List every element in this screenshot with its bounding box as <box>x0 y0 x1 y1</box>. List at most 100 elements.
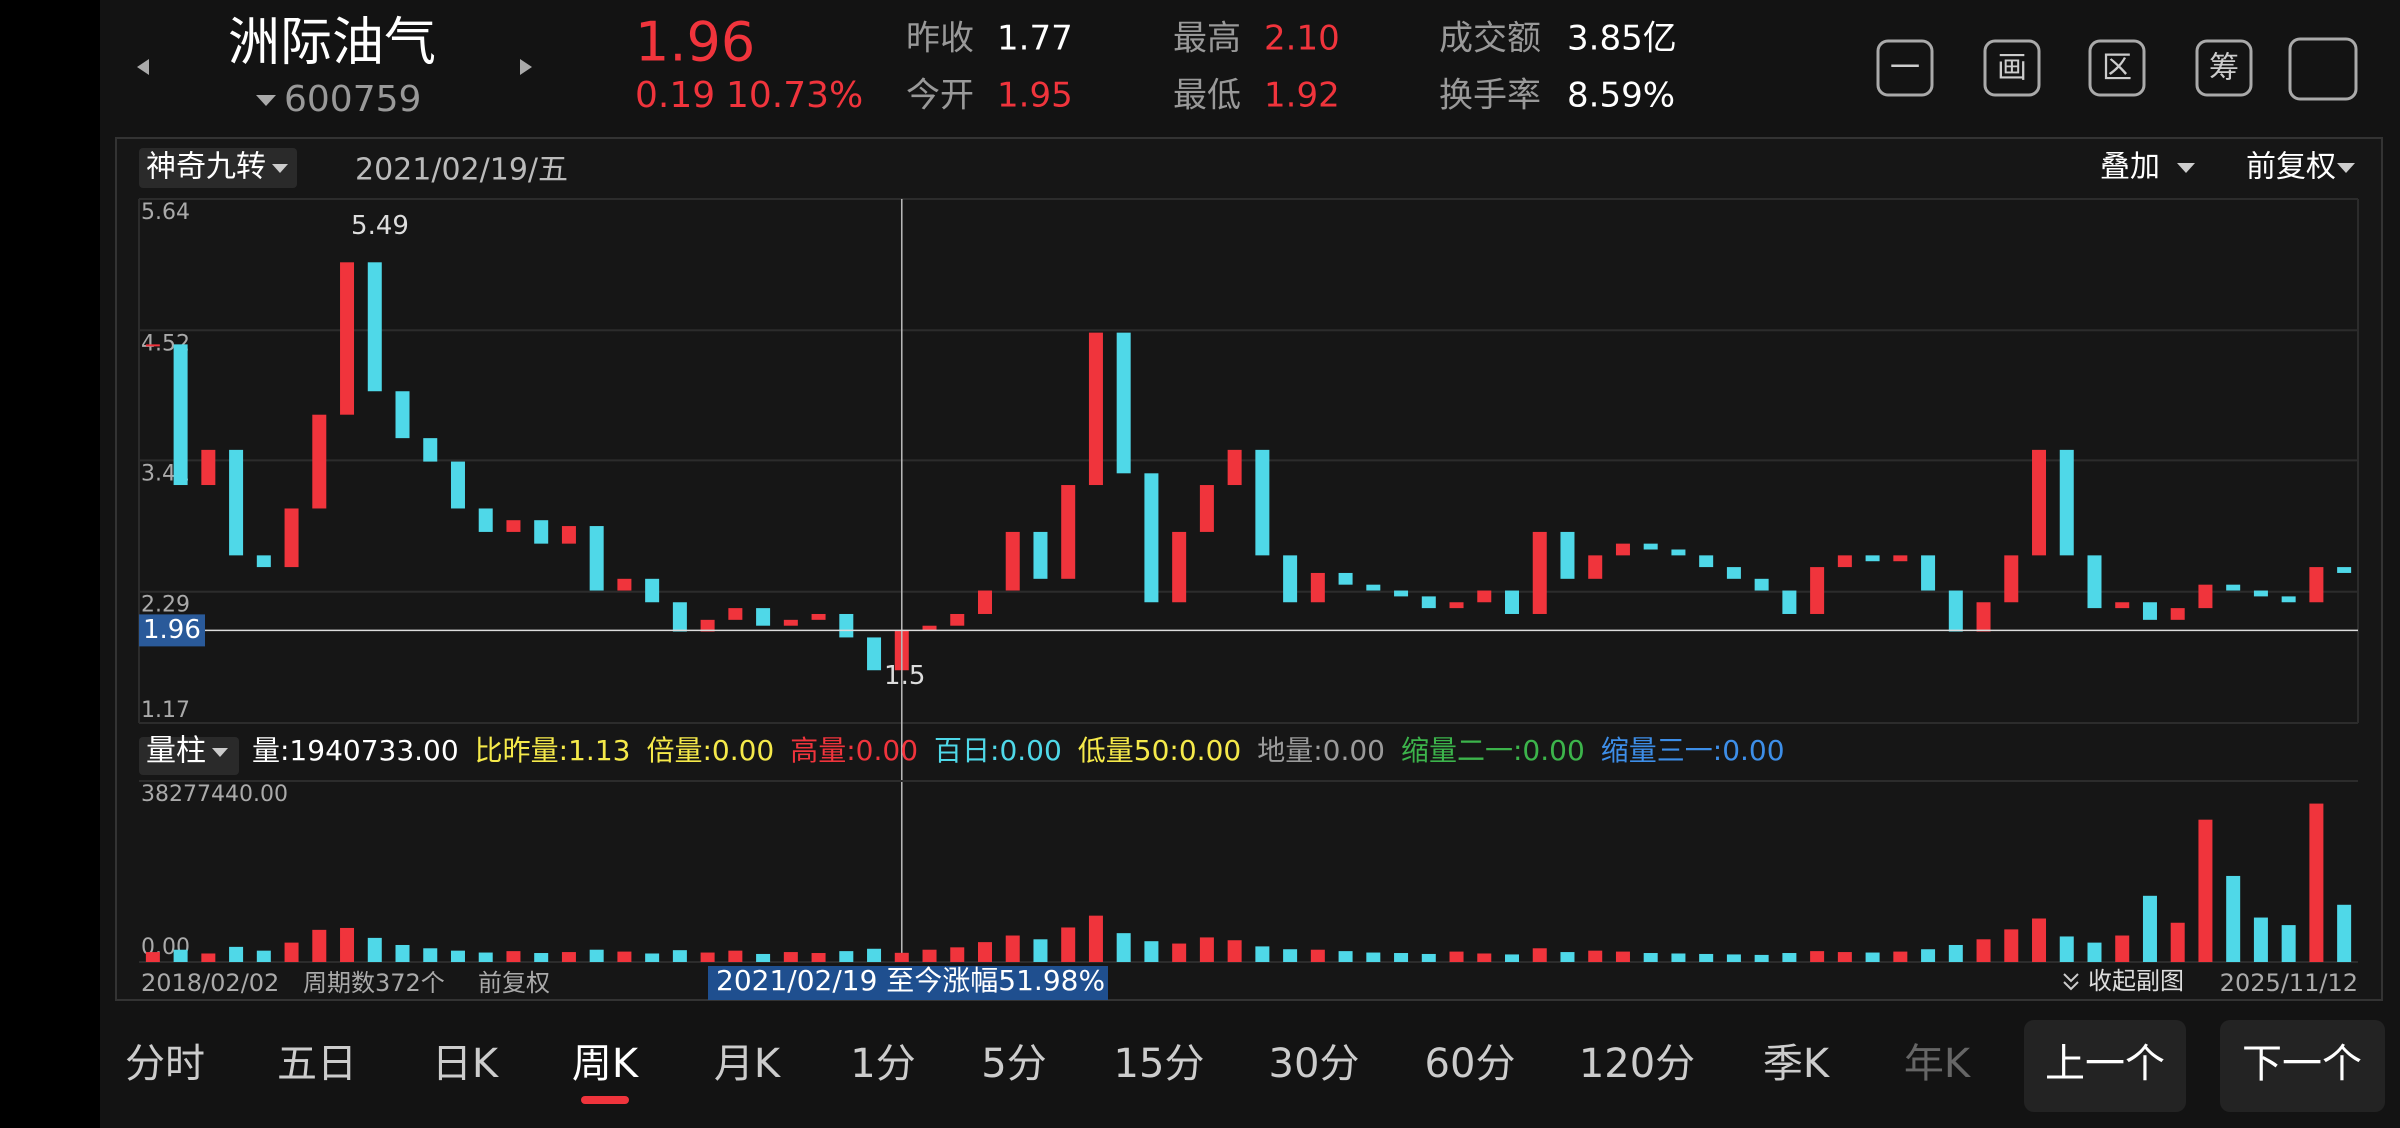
volume-select[interactable] <box>139 737 239 775</box>
stat-value: 2.10 <box>1264 19 1340 59</box>
candle <box>2115 602 2130 609</box>
tab-selected[interactable]: 周K <box>572 1041 640 1087</box>
price-tag <box>139 614 205 647</box>
code-caret <box>256 95 276 106</box>
tab[interactable]: 30分 <box>1269 1041 1360 1087</box>
candle <box>867 637 882 671</box>
tab[interactable]: 分时 <box>125 1041 205 1087</box>
volume-bar <box>1088 915 1103 962</box>
volume-bar <box>1394 953 1409 962</box>
phone-icon[interactable] <box>2288 37 2358 101</box>
tab[interactable]: 日K <box>432 1041 500 1087</box>
stat-value: 1.95 <box>997 76 1073 116</box>
volume-bar <box>1532 948 1547 962</box>
volume-bar <box>2142 895 2157 962</box>
panel-date: 2021/02/19/五 <box>355 153 568 188</box>
tool-icon-label: 画 <box>1997 51 2027 86</box>
stock-name: 洲际油气 <box>228 13 436 73</box>
candle <box>1615 543 1630 556</box>
next-stock[interactable] <box>520 59 532 75</box>
tool-icon[interactable] <box>1876 39 1934 97</box>
end-date: 2025/11/12 <box>2220 969 2358 997</box>
tab[interactable]: 季K <box>1763 1041 1831 1087</box>
candle <box>284 508 299 568</box>
candle <box>2142 602 2157 620</box>
candle <box>1061 485 1076 579</box>
volume-bar <box>1921 949 1936 962</box>
volume-bar <box>1588 950 1603 962</box>
prev-button[interactable] <box>2024 1020 2186 1112</box>
tab[interactable]: 年K <box>1904 1041 1972 1087</box>
volume-bar <box>2115 935 2130 962</box>
start-date: 2018/02/02 <box>141 969 279 997</box>
tab[interactable]: 1分 <box>850 1041 915 1087</box>
candle <box>1754 578 1769 591</box>
candle <box>811 613 826 620</box>
candle <box>839 613 854 638</box>
volume-bar <box>1449 951 1464 962</box>
volume-bar <box>2004 929 2019 962</box>
candle <box>145 344 160 347</box>
volume-bar <box>561 952 576 962</box>
tab[interactable]: 60分 <box>1425 1041 1516 1087</box>
candle <box>589 526 604 591</box>
tab[interactable]: 15分 <box>1114 1041 1205 1087</box>
indicator-value: 高量:0.00 <box>790 734 918 767</box>
change: 0.19 <box>635 75 715 116</box>
volume-bar <box>2170 922 2185 962</box>
candle <box>534 520 549 544</box>
candle <box>2170 608 2185 620</box>
side-strip <box>0 0 100 1128</box>
tab[interactable]: 月K <box>714 1041 782 1087</box>
volume-bar <box>894 952 909 962</box>
y-tick-label: 38277440.00 <box>141 782 288 807</box>
prev-label[interactable]: 上一个 <box>2045 1041 2165 1087</box>
volume-bar <box>645 953 660 962</box>
stat-label: 最高 <box>1173 19 1241 59</box>
candle <box>1116 332 1131 474</box>
collapse[interactable]: 收起副图 <box>2088 967 2184 995</box>
change-pct: 10.73% <box>726 75 863 116</box>
prev-stock[interactable] <box>137 59 149 75</box>
volume-bar <box>450 950 465 962</box>
next-button[interactable] <box>2220 1020 2385 1112</box>
next-label[interactable]: 下一个 <box>2242 1041 2362 1087</box>
tab[interactable]: 120分 <box>1579 1041 1695 1087</box>
candle <box>1699 555 1714 568</box>
candle <box>2281 596 2296 603</box>
volume-bar <box>2226 875 2241 962</box>
candle <box>1837 555 1852 568</box>
volume-bar <box>312 929 327 962</box>
candle <box>1255 449 1270 556</box>
stat-label: 成交额 <box>1439 19 1541 59</box>
tab[interactable]: 五日 <box>277 1041 357 1087</box>
indicator-value: 量:1940733.00 <box>252 734 459 767</box>
low-label: 1.5 <box>884 661 925 691</box>
candle <box>450 461 465 509</box>
volume-bar <box>1144 941 1159 962</box>
volume-bar <box>1976 939 1991 962</box>
tool-icon[interactable] <box>1983 39 2041 97</box>
tool-icon[interactable] <box>2088 39 2146 97</box>
indicator-select[interactable] <box>139 148 297 188</box>
volume-bar <box>1227 940 1242 962</box>
candle <box>2004 555 2019 603</box>
volume-bar <box>256 950 271 962</box>
volume-bar <box>783 952 798 962</box>
volume-bar <box>756 953 771 962</box>
candle <box>2253 590 2268 597</box>
tool-icon-label: 筹 <box>2209 51 2239 86</box>
candle <box>1726 567 1741 579</box>
candle <box>1199 485 1214 532</box>
tab[interactable]: 5分 <box>981 1041 1046 1087</box>
volume-bar <box>1948 944 1963 962</box>
caret <box>2177 163 2195 173</box>
volume-bar <box>1421 953 1436 962</box>
collapse-icon <box>2063 973 2079 991</box>
tool-icon[interactable] <box>2195 39 2253 97</box>
range-box <box>708 966 1108 1000</box>
volume-bar <box>867 948 882 962</box>
candle <box>700 619 715 632</box>
volume-bar <box>2309 803 2324 962</box>
